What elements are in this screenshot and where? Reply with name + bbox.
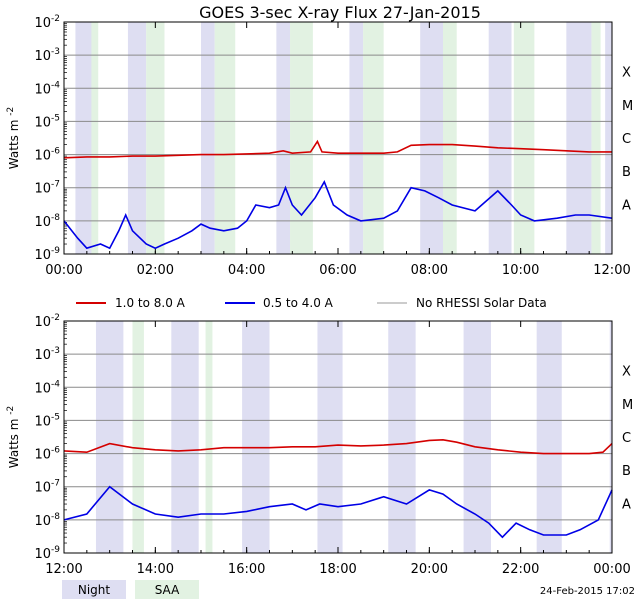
flare-class-label: B — [622, 165, 631, 180]
night-band — [201, 22, 215, 254]
x-tick-label: 14:00 — [137, 562, 174, 577]
night-band — [75, 22, 94, 254]
x-tick-label: 20:00 — [411, 562, 448, 577]
x-tick-label: 00:00 — [593, 562, 630, 577]
night-band — [605, 22, 612, 254]
y-tick-label: 10-5 — [34, 113, 60, 130]
x-tick-label: 06:00 — [319, 263, 356, 278]
y-axis-label: Watts m -2 — [6, 107, 21, 169]
legend-long-label: 1.0 to 8.0 A — [115, 296, 186, 310]
night-band — [171, 321, 199, 553]
chart-title: GOES 3-sec X-ray Flux 27-Jan-2015 — [199, 3, 481, 22]
y-axis-label: Watts m -2 — [6, 406, 21, 468]
series-line-short — [63, 180, 613, 250]
saa-band — [146, 22, 165, 254]
y-tick-label: 10-5 — [34, 412, 60, 429]
night-band — [349, 22, 364, 254]
y-tick-label: 10-8 — [34, 213, 60, 230]
night-swatch — [62, 580, 126, 599]
y-tick-label: 10-3 — [34, 346, 60, 363]
series-line-short — [63, 485, 613, 539]
saa-band — [132, 321, 144, 553]
legend-short-label: 0.5 to 4.0 A — [263, 296, 334, 310]
x-tick-label: 02:00 — [137, 263, 174, 278]
legend-no-rhessi-label: No RHESSI Solar Data — [416, 296, 547, 310]
y-tick-label: 10-6 — [34, 147, 60, 164]
y-tick-label: 10-8 — [34, 512, 60, 529]
flare-class-label: C — [622, 431, 631, 446]
flare-class-label: X — [622, 365, 631, 380]
saa-band — [443, 22, 457, 254]
saa-band — [91, 22, 99, 254]
plot-frame — [63, 320, 613, 554]
top-panel: 10-9 10-8 10-7 10-6 10-5 10-4 10-3 10-2 A B C M X 00:… — [6, 14, 633, 278]
saa-band — [591, 22, 601, 254]
y-tick-label: 10-9 — [34, 246, 60, 263]
night-band — [388, 321, 416, 553]
y-tick-label: 10-6 — [34, 446, 60, 463]
y-tick-label: 10-7 — [34, 180, 60, 197]
period-legend: Night SAA — [62, 580, 199, 599]
y-tick-label: 10-4 — [34, 379, 60, 396]
flare-class-label: A — [622, 497, 631, 512]
night-band — [317, 321, 343, 553]
night-band — [242, 321, 270, 553]
flare-class-label: M — [622, 398, 633, 413]
saa-band — [363, 22, 384, 254]
saa-band — [205, 321, 213, 553]
saa-band — [290, 22, 313, 254]
x-tick-label: 00:00 — [45, 263, 82, 278]
y-tick-label: 10-3 — [34, 47, 60, 64]
x-tick-label: 22:00 — [502, 562, 539, 577]
y-tick-label: 10-7 — [34, 479, 60, 496]
generated-timestamp: 24-Feb-2015 17:02 — [540, 586, 635, 597]
series-line-long — [63, 438, 613, 455]
flare-class-label: B — [622, 464, 631, 479]
x-tick-label: 10:00 — [502, 263, 539, 278]
flare-class-label: M — [622, 99, 633, 114]
x-tick-label: 18:00 — [319, 562, 356, 577]
night-band — [276, 22, 291, 254]
series-line-long — [63, 139, 612, 159]
x-tick-label: 12:00 — [45, 562, 82, 577]
flare-class-label: A — [622, 198, 631, 213]
saa-band — [214, 22, 236, 254]
night-label: Night — [78, 583, 111, 597]
x-tick-label: 08:00 — [411, 263, 448, 278]
x-tick-label: 12:00 — [593, 263, 630, 278]
night-band — [488, 22, 512, 254]
saa-label: SAA — [155, 583, 180, 597]
night-band — [536, 321, 562, 553]
flare-class-label: X — [622, 66, 631, 81]
night-band — [566, 22, 592, 254]
night-band — [609, 321, 612, 553]
night-band — [127, 22, 147, 254]
y-tick-label: 10-9 — [34, 545, 60, 562]
saa-swatch — [135, 580, 199, 599]
channel-legend: 1.0 to 8.0 A 0.5 to 4.0 A No RHESSI Sola… — [76, 296, 547, 310]
night-band — [95, 321, 124, 553]
flare-class-label: C — [622, 132, 631, 147]
x-tick-label: 16:00 — [228, 562, 265, 577]
night-band — [463, 321, 491, 553]
x-tick-label: 04:00 — [228, 263, 265, 278]
y-tick-label: 10-2 — [34, 313, 60, 330]
saa-band — [513, 22, 535, 254]
bottom-panel: 10-9 10-8 10-7 10-6 10-5 10-4 10-3 10-2 A B C M X 12:… — [6, 313, 633, 577]
night-band — [420, 22, 444, 254]
y-tick-label: 10-4 — [34, 80, 60, 97]
y-tick-label: 10-2 — [34, 14, 60, 31]
plot-frame — [63, 21, 613, 255]
